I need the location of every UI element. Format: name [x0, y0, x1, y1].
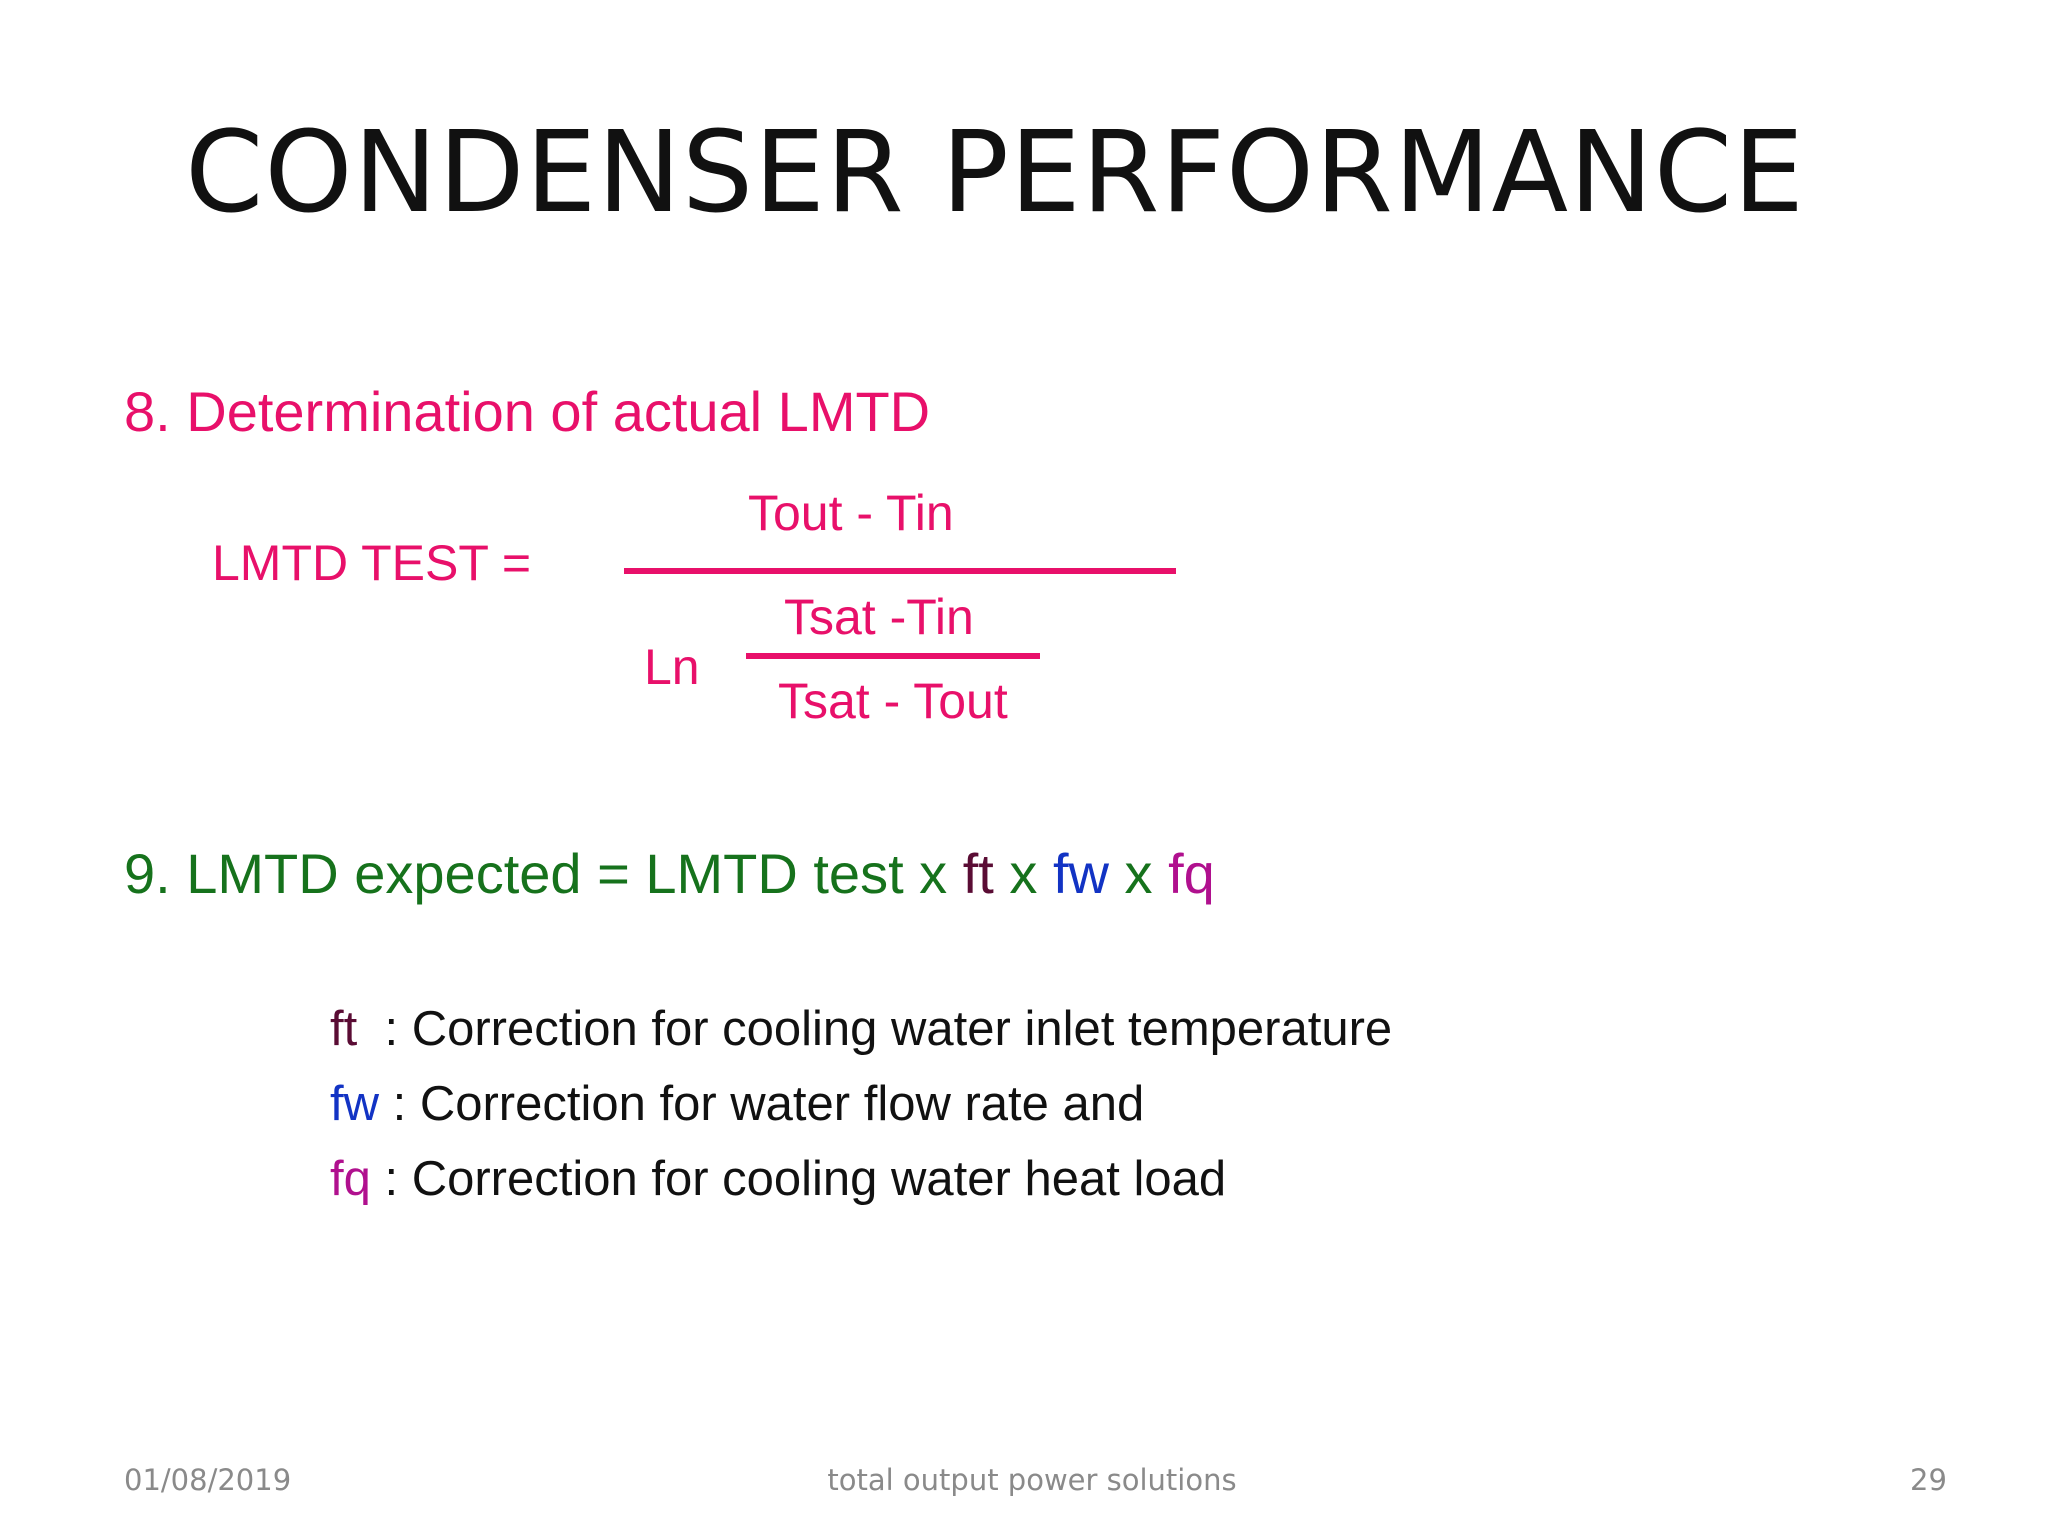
definition-fq-text: : Correction for cooling water heat load	[370, 1152, 1227, 1206]
slide-title: CONDENSER PERFORMANCE	[185, 108, 1805, 238]
formula-ln: Ln	[644, 639, 700, 695]
definition-fq-symbol: fq	[330, 1152, 371, 1206]
section-9-heading: 9. LMTD expected = LMTD test x ft x fw x…	[124, 842, 1215, 906]
section-9-ft: ft	[962, 842, 994, 905]
section-9-x1: x	[993, 842, 1053, 905]
definition-fw: fw : Correction for water flow rate and	[330, 1075, 1144, 1133]
section-9-x2: x	[1109, 842, 1169, 905]
definition-fw-text: : Correction for water flow rate and	[379, 1077, 1145, 1131]
section-9-fq: fq	[1168, 842, 1215, 905]
formula-inner-denominator: Tsat - Tout	[778, 673, 1008, 729]
footer-center-text: total output power solutions	[827, 1463, 1237, 1497]
main-fraction-bar	[624, 568, 1176, 574]
section-8-heading: 8. Determination of actual LMTD	[124, 380, 931, 443]
section-9-prefix: 9. LMTD expected = LMTD test x	[124, 842, 963, 905]
footer-page-number: 29	[1910, 1463, 1947, 1497]
definition-ft-text: : Correction for cooling water inlet tem…	[357, 1002, 1393, 1056]
formula-lhs: LMTD TEST =	[212, 535, 532, 591]
definition-ft: ft : Correction for cooling water inlet …	[330, 1000, 1392, 1058]
inner-fraction-bar	[746, 653, 1040, 659]
footer-date: 01/08/2019	[124, 1463, 292, 1497]
formula-inner-numerator: Tsat -Tin	[784, 589, 974, 645]
definition-fq: fq : Correction for cooling water heat l…	[330, 1150, 1226, 1208]
definition-ft-symbol: ft	[330, 1002, 358, 1056]
definition-fw-symbol: fw	[330, 1077, 379, 1131]
section-9-fw: fw	[1053, 842, 1109, 905]
formula-numerator: Tout - Tin	[748, 485, 954, 541]
